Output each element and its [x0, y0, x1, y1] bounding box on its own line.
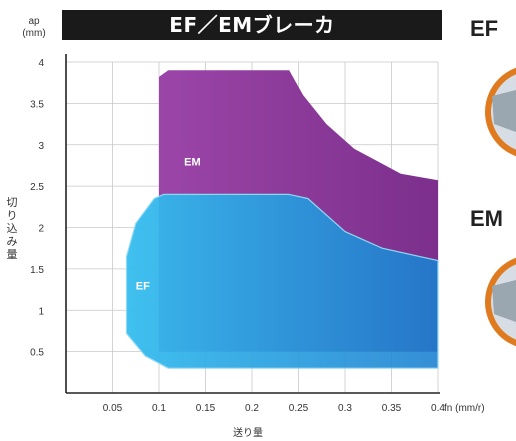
x-tick-label-2: 0.15	[196, 403, 216, 414]
axes	[65, 54, 440, 394]
y-axis-title-char-2: 込	[7, 222, 18, 235]
chart-title: EF／EMブレーカ	[169, 13, 335, 37]
tool-photo-em	[485, 257, 516, 347]
y-tick-label-5: 3	[38, 141, 44, 152]
y-axis-title-char-3: み	[7, 235, 18, 248]
x-tick-label-1: 0.1	[152, 403, 166, 414]
y-tick-label-3: 2	[38, 224, 44, 235]
x-axis-title: 送り量	[233, 426, 263, 439]
y-tick-label-6: 3.5	[30, 99, 44, 110]
series-area-ef	[125, 193, 439, 369]
side-label-em: EM	[470, 206, 503, 231]
y-tick-label-7: 4	[38, 58, 44, 69]
series-label-em: EM	[184, 156, 201, 168]
y-tick-label-0: 0.5	[30, 348, 44, 359]
x-tick-label-7: 0.4	[431, 403, 445, 414]
y-tick-label-2: 1.5	[30, 265, 44, 276]
tool-photo-ef	[485, 67, 516, 157]
x-tick-label-0: 0.05	[103, 403, 123, 414]
side-label-ef: EF	[470, 16, 499, 41]
y-tick-label-1: 1	[38, 306, 44, 317]
y-axis-title-char-4: 量	[7, 248, 18, 261]
y-axis-title-char-1: り	[7, 209, 18, 222]
y-axis-title-char-0: 切	[7, 196, 18, 209]
tick-labels: 0.05 0.1 0.15 0.2 0.25 0.3 0.35 0.4 0.5 1 1.5 2 2.5 3…	[30, 58, 445, 414]
y-tick-label-4: 2.5	[30, 182, 44, 193]
x-tick-label-4: 0.25	[289, 403, 309, 414]
x-unit-label: fn (mm/r)	[444, 403, 485, 414]
x-tick-label-5: 0.3	[338, 403, 352, 414]
chart-title-bar	[62, 10, 442, 40]
x-tick-label-6: 0.35	[382, 403, 402, 414]
series-areas: EM EF	[125, 70, 439, 369]
x-tick-label-3: 0.2	[245, 403, 259, 414]
y-unit-label: ap (mm)	[22, 16, 45, 39]
series-label-ef: EF	[136, 281, 150, 293]
